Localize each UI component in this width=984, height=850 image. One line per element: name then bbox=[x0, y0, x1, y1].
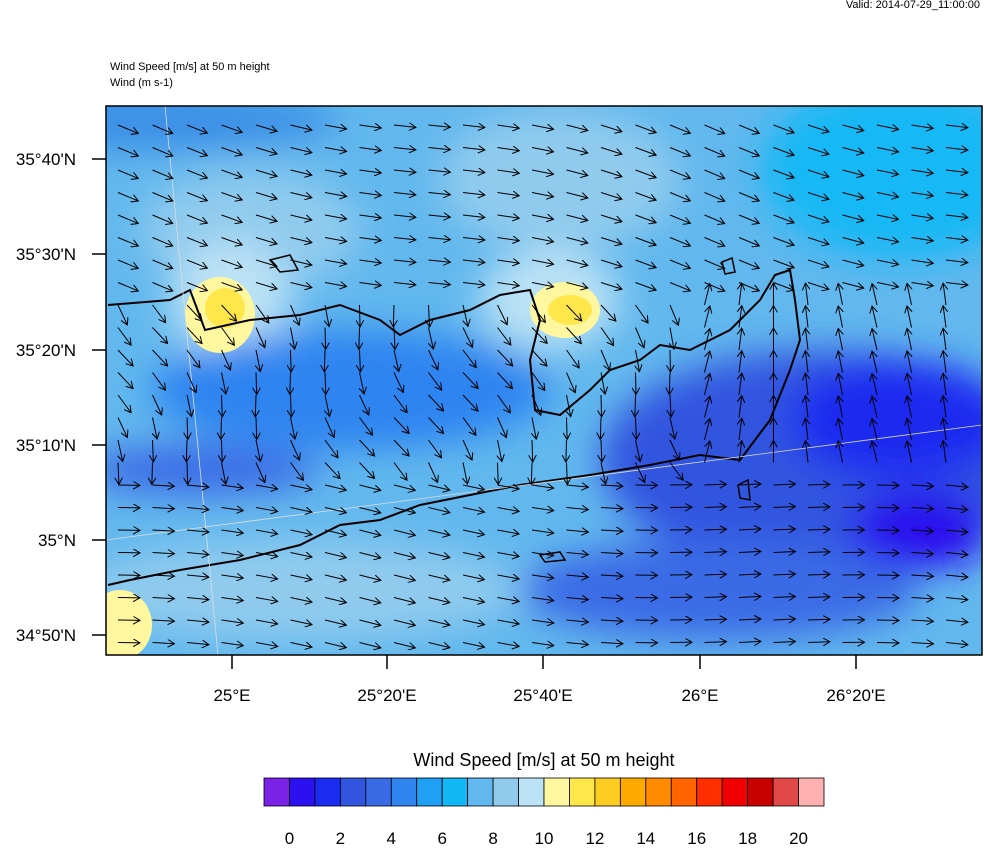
wind-field bbox=[0, 80, 984, 660]
wind-arrow bbox=[290, 373, 291, 395]
lat-label: 35°10'N bbox=[16, 436, 76, 455]
plot-title: Wind Speed [m/s] at 50 m height bbox=[110, 61, 270, 73]
wind-arrow bbox=[635, 395, 636, 417]
lat-label: 35°N bbox=[38, 531, 76, 550]
colorbar-swatch bbox=[315, 778, 340, 806]
lat-label: 35°30'N bbox=[16, 245, 76, 264]
high-wind-core bbox=[548, 295, 592, 325]
colorbar-label: 2 bbox=[336, 829, 345, 845]
wind-arrow bbox=[532, 440, 533, 462]
lat-label: 35°20'N bbox=[16, 341, 76, 360]
colorbar: 0 2 4 6 8 10 12 14 16 18 20 bbox=[264, 778, 824, 845]
wind-arrow bbox=[600, 418, 601, 440]
wind-arrow bbox=[324, 350, 325, 372]
wind-arrow bbox=[566, 440, 567, 462]
colorbar-swatch bbox=[620, 778, 645, 806]
colorbar-label: 14 bbox=[636, 829, 655, 845]
colorbar-swatch bbox=[366, 778, 391, 806]
colorbar-swatch bbox=[799, 778, 824, 806]
colorbar-label: 18 bbox=[738, 829, 757, 845]
wind-arrow bbox=[359, 328, 360, 350]
colorbar-label: 6 bbox=[437, 829, 446, 845]
lon-label: 25°20'E bbox=[357, 686, 416, 705]
plot-subtitle: Wind (m s-1) bbox=[110, 77, 173, 89]
high-wind-area bbox=[88, 590, 152, 660]
colorbar-swatch bbox=[468, 778, 493, 806]
lat-label: 35°40'N bbox=[16, 150, 76, 169]
lon-label: 25°E bbox=[213, 686, 250, 705]
colorbar-swatch bbox=[722, 778, 747, 806]
colorbar-label: 0 bbox=[285, 829, 294, 845]
wind-arrow bbox=[255, 395, 256, 417]
wind-arrow bbox=[152, 463, 153, 485]
wind-arrow bbox=[393, 305, 394, 327]
colorbar-swatch bbox=[519, 778, 544, 806]
colorbar-label: 10 bbox=[535, 829, 554, 845]
wind-arrow bbox=[601, 395, 602, 417]
wind-arrow bbox=[360, 305, 361, 327]
colorbar-swatch bbox=[748, 778, 773, 806]
wind-arrow bbox=[567, 418, 568, 440]
colorbar-label: 20 bbox=[789, 829, 808, 845]
colorbar-label: 12 bbox=[585, 829, 604, 845]
wind-arrow bbox=[256, 373, 257, 395]
colorbar-label: 16 bbox=[687, 829, 706, 845]
colorbar-swatch bbox=[391, 778, 416, 806]
colorbar-swatch bbox=[569, 778, 594, 806]
wind-arrow bbox=[291, 350, 292, 372]
lon-label: 25°40'E bbox=[513, 686, 572, 705]
colorbar-swatch bbox=[697, 778, 722, 806]
colorbar-label: 8 bbox=[488, 829, 497, 845]
colorbar-swatch bbox=[646, 778, 671, 806]
lon-label: 26°20'E bbox=[826, 686, 885, 705]
colorbar-swatch bbox=[544, 778, 569, 806]
colorbar-label: 4 bbox=[387, 829, 396, 845]
colorbar-swatch bbox=[442, 778, 467, 806]
colorbar-swatch bbox=[264, 778, 289, 806]
wind-arrow bbox=[221, 418, 222, 440]
wind-arrow bbox=[222, 440, 223, 462]
colorbar-swatch bbox=[340, 778, 365, 806]
lon-label: 26°E bbox=[681, 686, 718, 705]
lat-label: 34°50'N bbox=[16, 626, 76, 645]
colorbar-swatch bbox=[671, 778, 696, 806]
colorbar-swatch bbox=[417, 778, 442, 806]
wind-arrow bbox=[187, 463, 188, 485]
wind-arrow bbox=[531, 463, 532, 485]
colorbar-title: Wind Speed [m/s] at 50 m height bbox=[413, 750, 674, 770]
wind-arrow bbox=[186, 440, 187, 462]
colorbar-swatch bbox=[595, 778, 620, 806]
colorbar-swatch bbox=[773, 778, 798, 806]
colorbar-swatch bbox=[493, 778, 518, 806]
wind-arrow bbox=[636, 373, 637, 395]
wind-arrow bbox=[669, 373, 670, 395]
colorbar-swatch bbox=[289, 778, 314, 806]
wind-arrow bbox=[325, 328, 326, 350]
valid-time: Valid: 2014-07-29_11:00:00 bbox=[846, 0, 980, 11]
